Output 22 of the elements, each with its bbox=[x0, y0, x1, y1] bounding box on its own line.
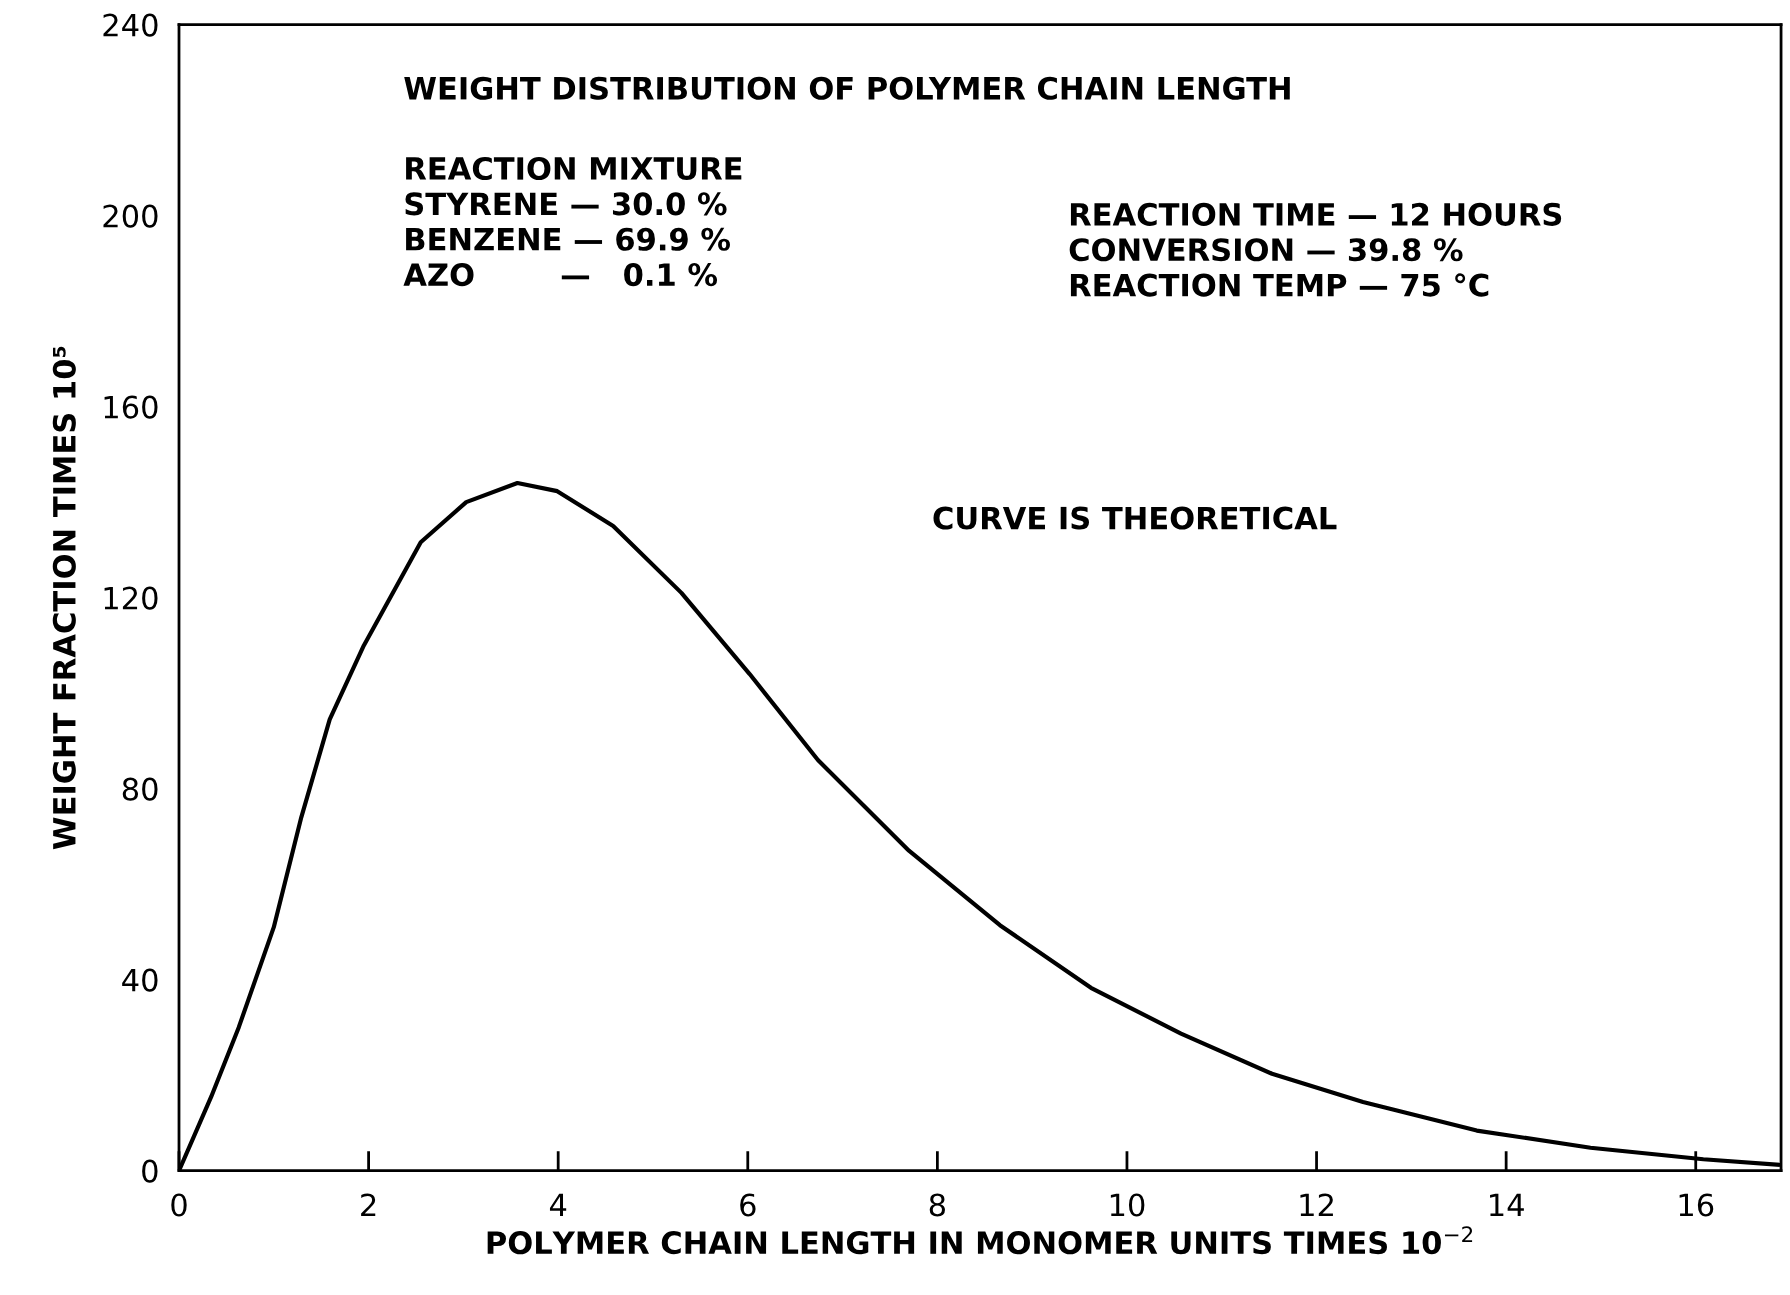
y-tick-label: 160 bbox=[104, 395, 158, 419]
text: WEIGHT DISTRIBUTION OF POLYMER CHAIN LENGTH bbox=[404, 76, 1290, 100]
y-tick-label: 40 bbox=[122, 968, 158, 992]
y-tick-label: 80 bbox=[122, 777, 158, 801]
x-tick-label: 4 bbox=[549, 1193, 567, 1217]
x-tick-label: 16 bbox=[1679, 1193, 1714, 1217]
annotation: REACTION TIME — 12 HOURS CONVERSION — 39.8 % REACTION TEMP — 75 °C bbox=[1069, 202, 1562, 297]
y-tick-label: 200 bbox=[103, 204, 158, 228]
x-axis-title: POLYMER CHAIN LENGTH IN MONOMER UNITS TIMES 10$^{−2}$ bbox=[487, 1226, 1473, 1255]
x-tick-label: 0 bbox=[171, 1193, 187, 1217]
x-tick-label: 2 bbox=[361, 1193, 376, 1217]
x-tick-label: 10 bbox=[1110, 1193, 1145, 1217]
annotation: CURVE IS THEORETICAL bbox=[933, 506, 1337, 530]
annotation: REACTION MIXTURE STYRENE — 30.0 % BENZENE — 69.9 % AZO — 0.1 % bbox=[403, 156, 742, 287]
x-tick-label: 12 bbox=[1300, 1193, 1333, 1217]
y-axis-title: WEIGHT FRACTION TIMES 10⁵ bbox=[52, 346, 76, 850]
y-tick-label: 240 bbox=[103, 13, 158, 37]
x-tick-label: 8 bbox=[929, 1193, 945, 1217]
x-tick-label: 14 bbox=[1490, 1193, 1524, 1217]
y-tick-label: 0 bbox=[142, 1159, 158, 1183]
y-tick-label: 120 bbox=[104, 586, 158, 610]
x-tick-label: 6 bbox=[740, 1193, 756, 1217]
